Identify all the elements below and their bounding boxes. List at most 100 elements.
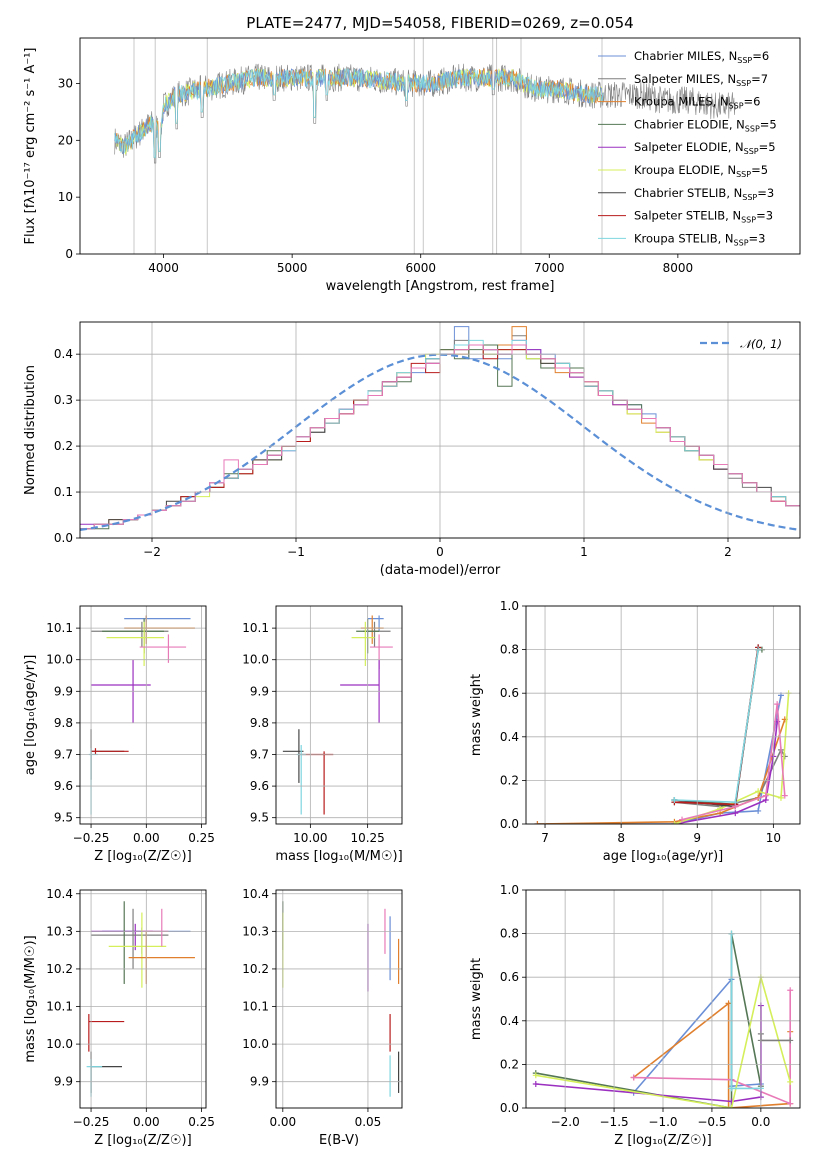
axes-frame bbox=[79, 605, 207, 825]
legend-label: Kroupa ELODIE, NSSP=5 bbox=[634, 163, 768, 179]
weight-line bbox=[632, 977, 761, 1094]
tick-label-y: 0.4 bbox=[500, 730, 519, 744]
weight-marker bbox=[671, 821, 678, 824]
tick-label-x: 4000 bbox=[148, 261, 179, 275]
errorbar-point bbox=[88, 1014, 125, 1052]
y-axis-label: age [log₁₀(age/yr)] bbox=[23, 655, 38, 776]
legend-label-tail: =6 bbox=[744, 95, 761, 109]
tick-label-x: 7000 bbox=[534, 261, 565, 275]
weight-line bbox=[674, 647, 759, 808]
plot-area bbox=[282, 615, 393, 815]
panel-mass-vs-Z: −0.25 0.00 0.25 9.9 10.0 10.1 10.2 10.3 10.4 Z [l… bbox=[23, 887, 215, 1148]
legend-label-sub: SSP bbox=[742, 193, 757, 202]
tick-label-x: 0.00 bbox=[133, 1115, 160, 1129]
weight-line bbox=[535, 976, 791, 1108]
y-axis-label: mass weight bbox=[469, 674, 484, 756]
tick-label-x: 0.00 bbox=[133, 831, 160, 845]
tick-label-y: 0.0 bbox=[54, 531, 73, 545]
spectrum-model-line bbox=[114, 67, 604, 158]
errorbar-point bbox=[124, 615, 191, 622]
ticks: 0.00 0.05 9.9 10.0 10.1 10.2 10.3 10.4 bbox=[242, 887, 381, 1129]
errorbar-point bbox=[90, 1051, 122, 1093]
plot-area bbox=[114, 38, 736, 254]
tick-label-y: 0.2 bbox=[54, 439, 73, 453]
tick-label-x: 5000 bbox=[277, 261, 308, 275]
tick-label-y: 0 bbox=[65, 247, 73, 261]
plot-area bbox=[282, 901, 400, 1097]
y-axis-label: Normed distribution bbox=[23, 365, 38, 495]
axes-frame bbox=[525, 889, 801, 1109]
tick-label-y: 10.3 bbox=[46, 924, 73, 938]
errorbar-point bbox=[106, 621, 164, 667]
tick-label-y: 10.4 bbox=[46, 887, 73, 901]
tick-label-y: 0.8 bbox=[500, 643, 519, 657]
ticks: 10.00 10.25 9.5 9.6 9.7 9.8 9.9 10.0 10.1 bbox=[242, 621, 385, 845]
ticks: −0.25 0.00 0.25 9.9 10.0 10.1 10.2 10.3 10.4 bbox=[46, 887, 215, 1129]
tick-label-x: −2 bbox=[143, 545, 161, 559]
legend-label-name: Salpeter MILES, N bbox=[634, 72, 736, 86]
legend-label-name: Salpeter STELIB, N bbox=[634, 209, 741, 223]
errorbar-point bbox=[86, 1059, 103, 1097]
tick-label-x: 1 bbox=[580, 545, 588, 559]
tick-label-x: −0.25 bbox=[73, 1115, 110, 1129]
legend-label-name: Kroupa ELODIE, N bbox=[634, 163, 736, 177]
tick-label-y: 9.8 bbox=[54, 716, 73, 730]
weight-marker bbox=[725, 1105, 732, 1108]
plot-area bbox=[86, 901, 195, 1097]
weight-line bbox=[535, 1005, 762, 1103]
weight-marker bbox=[777, 794, 784, 801]
tick-label-y: 10.0 bbox=[46, 653, 73, 667]
weight-marker bbox=[728, 1105, 735, 1108]
tick-label-y: 10.0 bbox=[242, 653, 269, 667]
errorbar-point bbox=[296, 745, 306, 815]
tick-label-y: 0.2 bbox=[500, 773, 519, 787]
tick-label-x: −1.5 bbox=[600, 1115, 629, 1129]
weight-marker bbox=[787, 1100, 794, 1107]
weight-marker bbox=[781, 792, 788, 799]
legend-label-tail: =5 bbox=[759, 140, 776, 154]
ticks: −2 −1 0 1 2 0.0 0.1 0.2 0.3 0.4 bbox=[54, 347, 732, 559]
tick-label-x: −0.5 bbox=[697, 1115, 726, 1129]
x-axis-label: mass [log₁₀(M/M☉)] bbox=[275, 849, 402, 864]
chart-title: PLATE=2477, MJD=54058, FIBERID=0269, z=0… bbox=[246, 14, 633, 32]
tick-label-x: 2 bbox=[724, 545, 732, 559]
tick-label-y: 0.0 bbox=[500, 817, 519, 831]
tick-label-x: 0 bbox=[436, 545, 444, 559]
errorbar-point bbox=[369, 634, 393, 670]
weight-line bbox=[674, 649, 759, 804]
errorbar-point bbox=[102, 618, 164, 654]
ticks: −2.0 −1.5 −1.0 −0.5 0.0 0.0 0.2 0.4 0.6 0.8 1.0 bbox=[500, 883, 770, 1129]
histogram-step bbox=[80, 326, 800, 530]
x-axis-label: Z [log₁₀(Z/Z☉)] bbox=[94, 849, 191, 864]
tick-label-y: 10.2 bbox=[46, 962, 73, 976]
tick-label-y: 9.7 bbox=[54, 747, 73, 761]
panel-spectrum: 4000 5000 6000 7000 8000 0 10 20 30 wavelength [A… bbox=[23, 14, 801, 294]
tick-label-y: 9.7 bbox=[250, 747, 269, 761]
tick-label-y: 30 bbox=[58, 76, 73, 90]
legend-label-tail: =3 bbox=[749, 231, 766, 245]
tick-label-y: 0.4 bbox=[500, 1014, 519, 1028]
tick-label-y: 10.0 bbox=[46, 1037, 73, 1051]
legend-label-sub: SSP bbox=[737, 56, 752, 65]
legend-label: Salpeter ELODIE, NSSP=5 bbox=[634, 140, 776, 156]
tick-label-y: 9.9 bbox=[54, 1075, 73, 1089]
tick-label-y: 0.8 bbox=[500, 927, 519, 941]
tick-label-y: 20 bbox=[58, 133, 73, 147]
weight-marker bbox=[630, 1074, 637, 1081]
tick-label-y: 0.6 bbox=[500, 970, 519, 984]
weight-marker bbox=[774, 701, 781, 708]
weight-marker bbox=[762, 792, 769, 799]
tick-label-x: 0.25 bbox=[188, 1115, 215, 1129]
plot-area bbox=[80, 326, 800, 531]
weight-marker bbox=[728, 1085, 735, 1092]
weight-marker bbox=[532, 1072, 539, 1079]
tick-label-y: 9.6 bbox=[54, 779, 73, 793]
tick-label-x: 0.25 bbox=[188, 831, 215, 845]
legend-label-tail: =6 bbox=[752, 49, 769, 63]
tick-label-x: −0.25 bbox=[73, 831, 110, 845]
legend-label-tail: =5 bbox=[760, 117, 777, 131]
tick-label-x: 7 bbox=[541, 831, 549, 845]
x-axis-label: Z [log₁₀(Z/Z☉)] bbox=[94, 1133, 191, 1148]
ticks: −0.25 0.00 0.25 9.5 9.6 9.7 9.8 9.9 10.0 10.1 bbox=[46, 621, 215, 845]
